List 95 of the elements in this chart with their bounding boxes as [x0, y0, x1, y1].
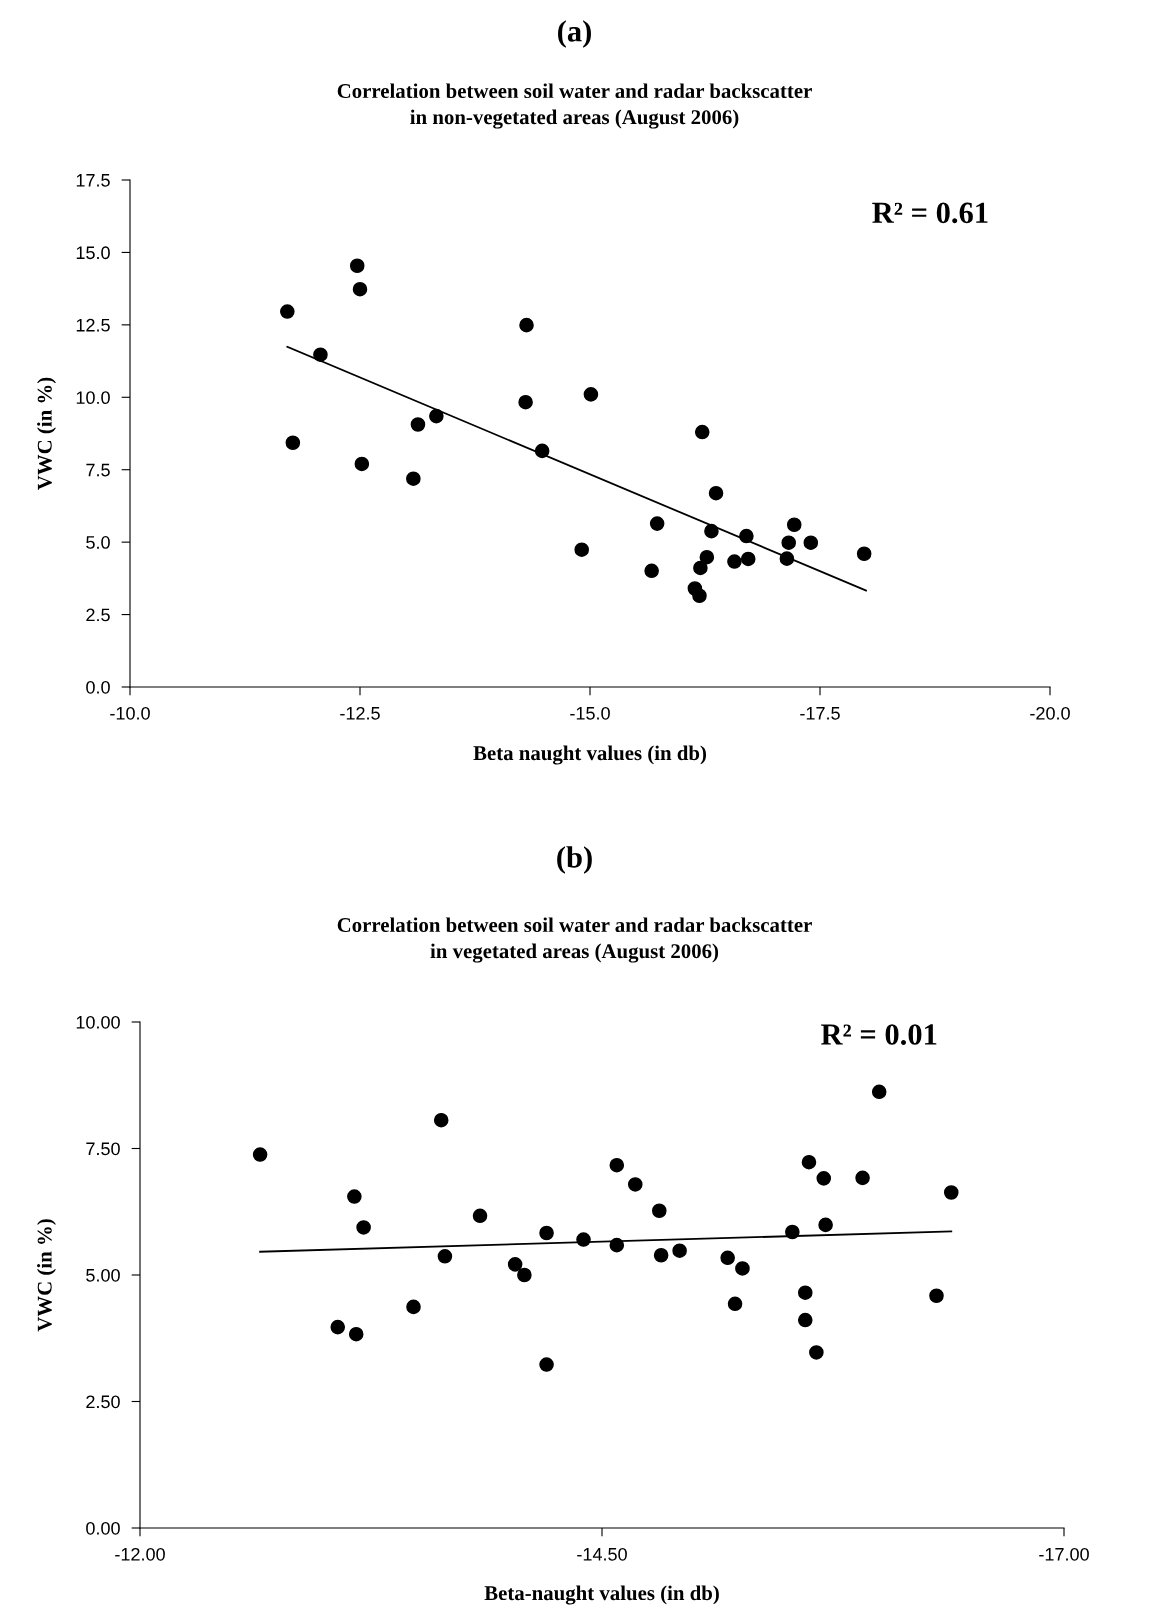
x-tick-label: -20.0 [1030, 706, 1070, 720]
y-tick-label: 5.0 [86, 536, 110, 549]
point [519, 317, 534, 333]
y-tick-label: 10.00 [76, 1015, 120, 1029]
point [429, 408, 444, 424]
chart-subtitle: Correlation between soil water and radar backscatter in vegetated areas (August 2006) [337, 917, 812, 963]
x-tick-label: -17.00 [1039, 1547, 1089, 1561]
chart-title: (b) [557, 846, 592, 874]
point [356, 1220, 371, 1235]
point [856, 546, 872, 562]
x-axis-title: Beta naught values (in db) [473, 745, 707, 765]
point [797, 1312, 813, 1328]
point [583, 387, 599, 402]
point [609, 1157, 625, 1173]
x-tick-label: -17.5 [800, 707, 840, 720]
point [252, 1147, 268, 1162]
point [534, 443, 550, 459]
point [649, 516, 665, 531]
point [785, 1224, 800, 1240]
chart-subtitle: Correlation between soil water and radar backscatter in non-vegetated areas (August 2006) [337, 83, 812, 129]
point [518, 394, 533, 410]
point [699, 549, 715, 565]
point [406, 471, 421, 486]
point [943, 1185, 959, 1200]
y-tick-label: 10.0 [76, 391, 110, 405]
point [871, 1084, 887, 1100]
point [739, 528, 754, 544]
y-tick-label: 7.5 [86, 463, 110, 477]
point [437, 1248, 453, 1264]
y-tick-label: 15.0 [76, 246, 110, 260]
annotation: R² = 0.61 [872, 202, 988, 224]
point [644, 563, 659, 579]
y-tick-label: 17.5 [76, 174, 110, 187]
point [652, 1203, 667, 1219]
point [816, 1171, 832, 1186]
point [809, 1345, 824, 1360]
point [779, 551, 795, 566]
point [354, 456, 370, 472]
y-axis-title: VWC (in %) [37, 377, 56, 490]
point [855, 1170, 870, 1186]
point [406, 1299, 421, 1315]
y-tick-label: 7.50 [86, 1142, 120, 1156]
point [410, 417, 426, 432]
point [627, 1177, 643, 1192]
point [539, 1357, 554, 1372]
point [693, 560, 708, 576]
point [433, 1112, 449, 1128]
point [653, 1247, 669, 1263]
point [574, 542, 590, 557]
point [694, 424, 710, 440]
y-tick-label: 2.5 [86, 608, 110, 622]
point [797, 1285, 813, 1300]
point [720, 1250, 735, 1266]
point [472, 1208, 488, 1224]
point [349, 258, 365, 274]
chart-title: (a) [558, 20, 591, 48]
point [507, 1257, 523, 1272]
point [539, 1225, 554, 1241]
point [517, 1267, 532, 1283]
point [801, 1154, 817, 1170]
point [704, 523, 719, 539]
x-tick-label: -10.0 [110, 706, 150, 720]
x-tick-label: -14.50 [577, 1547, 627, 1561]
point [285, 435, 301, 451]
point [740, 551, 756, 567]
point [280, 304, 295, 319]
annotation: R² = 0.01 [821, 1024, 937, 1045]
y-tick-label: 12.5 [76, 318, 110, 332]
y-tick-label: 5.00 [86, 1268, 120, 1282]
point [352, 281, 368, 297]
y-tick-label: 2.50 [86, 1395, 120, 1409]
point [348, 1326, 364, 1342]
point [347, 1189, 362, 1204]
point [609, 1237, 625, 1253]
point [672, 1243, 687, 1258]
y-tick-label: 0.0 [86, 680, 110, 694]
y-axis-title: VWC (in %) [37, 1219, 56, 1332]
point [330, 1319, 346, 1335]
point [735, 1261, 750, 1276]
x-axis-title: Beta-naught values (in db) [484, 1585, 719, 1605]
point [313, 347, 328, 362]
point [786, 517, 802, 533]
point [781, 535, 797, 551]
x-tick-label: -12.00 [115, 1547, 165, 1561]
point [727, 1296, 743, 1312]
point [576, 1232, 591, 1247]
point [929, 1288, 944, 1304]
point [708, 485, 724, 501]
y-tick-label: 0.00 [86, 1521, 120, 1535]
point [727, 554, 742, 569]
point [692, 588, 707, 604]
point [803, 535, 819, 551]
x-tick-label: -15.0 [570, 706, 610, 720]
point [818, 1217, 833, 1233]
x-tick-label: -12.5 [340, 706, 380, 720]
